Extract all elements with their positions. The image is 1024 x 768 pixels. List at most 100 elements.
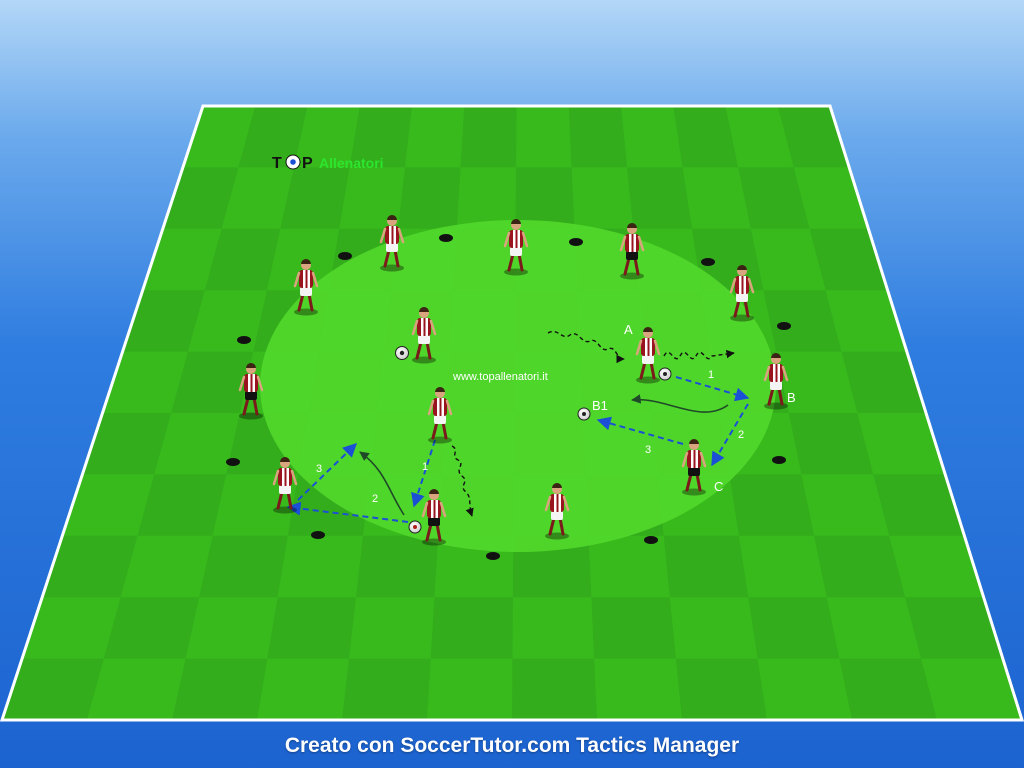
pitch-tile — [187, 290, 267, 352]
pitch-tile — [266, 228, 340, 291]
player — [427, 387, 453, 444]
pitch-tile — [793, 167, 869, 229]
pass-arrow-1-left — [411, 439, 436, 508]
cone — [226, 458, 240, 466]
players — [238, 215, 789, 546]
pass-arrow-3-right — [596, 416, 684, 445]
player — [293, 259, 319, 316]
ball — [577, 407, 591, 421]
pitch-tile — [738, 535, 827, 598]
cone — [439, 234, 453, 242]
soccer-ball-icon — [285, 154, 301, 170]
pitch-tile — [512, 597, 595, 659]
player — [729, 265, 755, 322]
pitch-tile — [588, 535, 670, 598]
player — [619, 223, 645, 280]
player — [411, 307, 437, 364]
circle-area — [260, 220, 776, 552]
pitch-tile — [594, 658, 682, 720]
logo-letter-t: T — [272, 155, 282, 172]
player-label-c: C — [714, 479, 723, 494]
pitch-tile — [62, 474, 155, 536]
pitch-tile — [182, 106, 256, 168]
pitch-tile — [621, 106, 683, 168]
cone — [772, 456, 786, 464]
pitch-tile — [857, 413, 946, 475]
pass-arrow-2-right — [711, 403, 749, 467]
pitch-tile — [102, 351, 188, 413]
pitch-tile — [120, 535, 213, 598]
pitch-tile — [889, 535, 984, 598]
pitch-tile — [921, 658, 1022, 720]
pass-number: 2 — [738, 429, 744, 441]
pitch-tile — [349, 597, 435, 659]
player-label-b: B — [787, 390, 796, 405]
pass-number: 3 — [316, 463, 322, 475]
pitch-tile — [456, 167, 517, 229]
pitch-tile — [427, 658, 513, 720]
pitch-tile — [571, 167, 634, 229]
pitch-tile — [257, 658, 349, 720]
dribble-arrow-top — [547, 330, 625, 364]
pass-number: 3 — [645, 444, 651, 456]
player — [635, 327, 661, 384]
pitch-tile — [405, 106, 465, 168]
player — [238, 363, 264, 420]
cone — [237, 336, 251, 344]
player — [681, 439, 707, 496]
player-label-a: A — [624, 322, 633, 337]
pass-arrow-2-left — [286, 501, 409, 523]
pitch-tile — [185, 597, 278, 659]
pitch-tile — [826, 597, 922, 659]
player — [763, 353, 789, 410]
pitch-tile — [87, 658, 186, 720]
pitch-tile — [825, 290, 907, 352]
pass-arrow-3-left — [297, 443, 358, 501]
pitch-tile — [750, 228, 826, 291]
pitch-tile — [142, 228, 222, 291]
cone — [486, 552, 500, 560]
cone — [311, 531, 325, 539]
cone — [644, 536, 658, 544]
run-arrow-left — [359, 451, 405, 516]
pitch-tile — [212, 474, 299, 536]
run-arrow-b-to-b1 — [631, 394, 729, 413]
ball — [408, 520, 422, 534]
pitch-tile — [516, 106, 572, 168]
watermark: www.topallenatori.it — [452, 371, 548, 383]
pitch-tile — [154, 413, 240, 475]
pitch-tile — [682, 167, 751, 229]
logo-word: Allenatori — [319, 155, 384, 171]
pass-number: 1 — [422, 461, 428, 473]
player — [421, 489, 447, 546]
pitch-tile — [221, 167, 294, 229]
pitch-tile — [757, 658, 852, 720]
logo: T P Allenatori — [272, 154, 384, 172]
cones — [226, 234, 791, 560]
cone — [701, 258, 715, 266]
pass-number: 1 — [708, 369, 714, 381]
player — [503, 219, 529, 276]
pitch-tile — [776, 351, 858, 413]
pitch-tile — [277, 535, 363, 598]
ball — [658, 367, 672, 381]
pitch-tile — [669, 597, 758, 659]
labels: A B B1 C 1 2 3 1 2 3 — [316, 322, 796, 505]
pass-arrow-1-right — [675, 376, 750, 402]
cone — [777, 322, 791, 330]
footer-credit: Creato con SoccerTutor.com Tactics Manag… — [284, 734, 740, 757]
pitch-tile — [293, 106, 360, 168]
balls — [395, 346, 672, 534]
cone — [569, 238, 583, 246]
player — [544, 483, 570, 540]
player — [272, 457, 298, 514]
logo-letter-p: P — [302, 155, 313, 172]
dribble-arrow-left — [451, 445, 474, 517]
pitch-tile — [725, 106, 794, 168]
arrows — [286, 330, 750, 523]
player-label-b1: B1 — [592, 398, 608, 413]
pitch-tile — [339, 167, 405, 229]
pitch-tile — [801, 474, 890, 536]
player — [379, 215, 405, 272]
